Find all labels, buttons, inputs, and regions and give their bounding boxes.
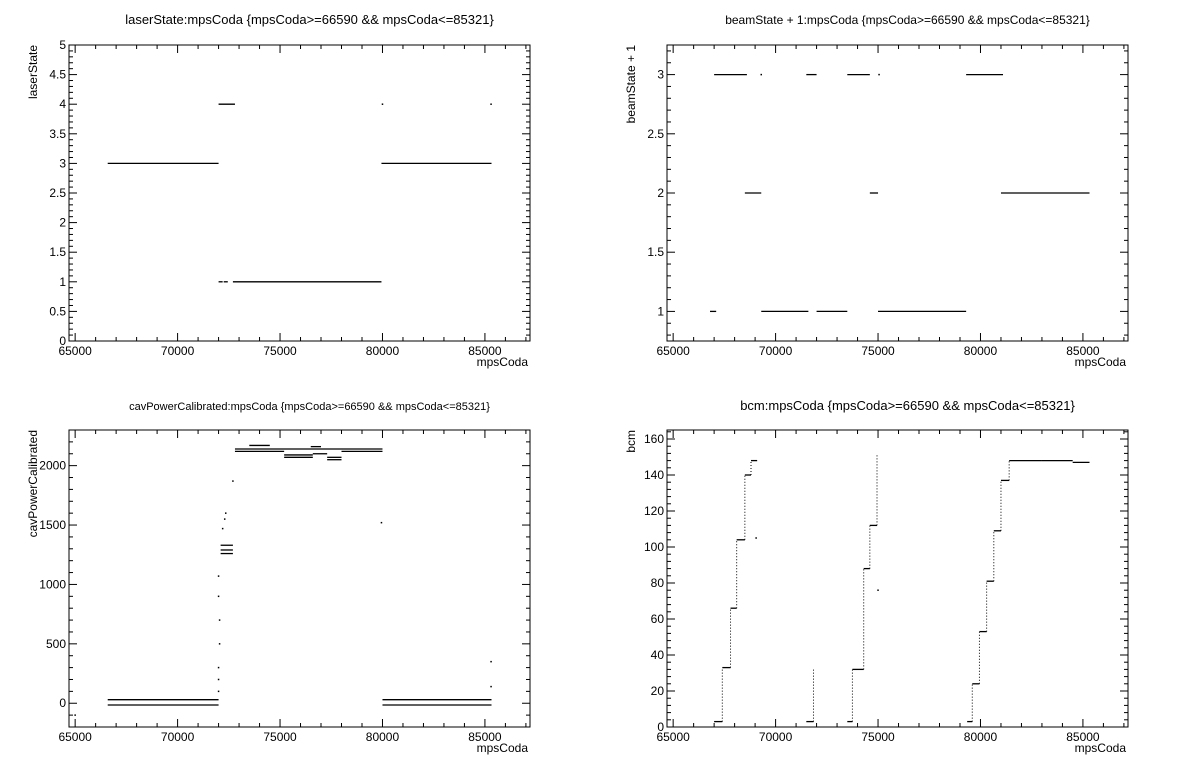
- data-point: [380, 521, 383, 524]
- data-point: [217, 678, 220, 681]
- y-tick-label: 40: [651, 648, 665, 662]
- x-tick-label: 80000: [964, 344, 998, 358]
- x-tick-label: 65000: [656, 344, 690, 358]
- data-point: [877, 589, 879, 591]
- data-point: [878, 73, 880, 76]
- x-tick-label: 65000: [58, 344, 92, 358]
- y-tick-label: 2.5: [49, 186, 66, 200]
- x-tick-label: 70000: [161, 344, 195, 358]
- data-point: [381, 103, 384, 105]
- x-tick-label: 70000: [759, 344, 793, 358]
- x-tick-label: 85000: [468, 344, 502, 358]
- chart-title: bcm:mpsCoda {mpsCoda>=66590 && mpsCoda<=…: [740, 398, 1075, 413]
- y-tick-label: 120: [644, 504, 664, 518]
- y-tick-label: 60: [651, 612, 665, 626]
- y-tick-label: 140: [644, 468, 664, 482]
- pad-beamstate: beamState + 1:mpsCoda {mpsCoda>=66590 &&…: [624, 13, 1129, 369]
- y-tick-label: 3: [657, 68, 664, 82]
- data-point: [490, 685, 492, 688]
- y-tick-label: 80: [651, 576, 665, 590]
- x-tick-label: 75000: [861, 730, 895, 744]
- x-axis-label: mpsCoda: [477, 355, 529, 369]
- x-tick-label: 70000: [161, 730, 195, 744]
- y-tick-label: 2000: [39, 459, 66, 473]
- y-tick-label: 1: [657, 304, 664, 318]
- data-point: [490, 103, 492, 105]
- x-tick-label: 65000: [58, 730, 92, 744]
- pad-laserstate: laserState:mpsCoda {mpsCoda>=66590 && mp…: [26, 12, 531, 369]
- x-tick-label: 85000: [1066, 344, 1100, 358]
- y-tick-label: 2: [59, 216, 66, 230]
- y-tick-label: 1.5: [49, 245, 66, 259]
- x-tick-label: 80000: [366, 344, 400, 358]
- y-tick-label: 0: [657, 720, 664, 734]
- data-point: [223, 518, 226, 520]
- y-tick-label: 20: [651, 684, 665, 698]
- pad-cavpowercalibrated: cavPowerCalibrated:mpsCoda {mpsCoda>=665…: [26, 401, 531, 755]
- data-point: [218, 619, 221, 621]
- y-tick-label: 2.5: [647, 127, 664, 141]
- y-tick-label: 160: [644, 432, 664, 446]
- plot-frame: [666, 429, 1129, 728]
- y-tick-label: 0.5: [49, 304, 66, 318]
- x-axis-label: mpsCoda: [1075, 741, 1127, 755]
- y-tick-label: 0: [59, 696, 66, 710]
- data-point: [224, 512, 227, 514]
- y-tick-label: 4: [59, 97, 66, 111]
- x-tick-label: 80000: [964, 730, 998, 744]
- data-point: [217, 690, 220, 693]
- pad-bcm: bcm:mpsCoda {mpsCoda>=66590 && mpsCoda<=…: [624, 398, 1129, 755]
- y-tick-label: 0: [59, 334, 66, 348]
- y-tick-label: 3: [59, 156, 66, 170]
- data-point: [755, 537, 757, 539]
- data-point: [221, 527, 224, 530]
- y-tick-label: 100: [644, 540, 664, 554]
- x-tick-label: 75000: [861, 344, 895, 358]
- data-point: [217, 575, 220, 577]
- plot-frame: [68, 429, 531, 728]
- data-point: [217, 666, 220, 669]
- data-point: [232, 480, 234, 482]
- data-point: [490, 660, 492, 663]
- y-tick-label: 1000: [39, 577, 66, 591]
- chart-title: beamState + 1:mpsCoda {mpsCoda>=66590 &&…: [725, 13, 1090, 27]
- chart-title: laserState:mpsCoda {mpsCoda>=66590 && mp…: [125, 12, 494, 27]
- y-tick-label: 1.5: [647, 245, 664, 259]
- data-point: [74, 714, 76, 716]
- data-point: [218, 643, 221, 645]
- y-tick-label: 3.5: [49, 127, 66, 141]
- y-axis-label: bcm: [624, 430, 638, 453]
- x-tick-label: 75000: [263, 730, 297, 744]
- x-tick-label: 75000: [263, 344, 297, 358]
- y-tick-label: 1: [59, 275, 66, 289]
- data-point: [760, 73, 762, 76]
- x-tick-label: 85000: [468, 730, 502, 744]
- x-tick-label: 85000: [1066, 730, 1100, 744]
- x-axis-label: mpsCoda: [477, 741, 529, 755]
- x-tick-label: 65000: [656, 730, 690, 744]
- y-tick-label: 5: [59, 38, 66, 52]
- x-tick-label: 80000: [366, 730, 400, 744]
- y-axis-label: beamState + 1: [624, 45, 638, 124]
- y-axis-label: laserState: [26, 45, 40, 99]
- x-tick-label: 70000: [759, 730, 793, 744]
- y-tick-label: 2: [657, 186, 664, 200]
- y-axis-label: cavPowerCalibrated: [26, 430, 40, 537]
- chart-title: cavPowerCalibrated:mpsCoda {mpsCoda>=665…: [129, 401, 490, 413]
- x-axis-label: mpsCoda: [1075, 355, 1127, 369]
- data-point: [217, 595, 220, 598]
- y-tick-label: 500: [46, 637, 66, 651]
- y-tick-label: 4.5: [49, 68, 66, 82]
- y-tick-label: 1500: [39, 518, 66, 532]
